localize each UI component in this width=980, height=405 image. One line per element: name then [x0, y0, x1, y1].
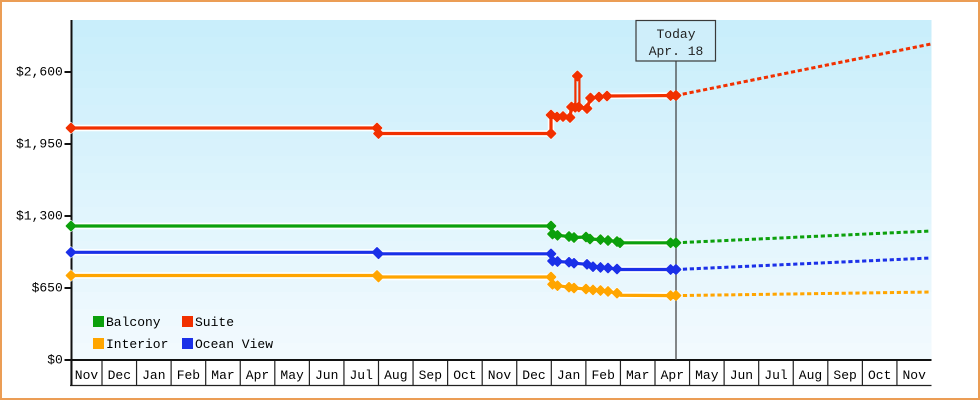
svg-text:Dec: Dec: [522, 368, 545, 383]
svg-text:Aug: Aug: [384, 368, 407, 383]
svg-text:$0: $0: [47, 353, 63, 368]
svg-text:Jul: Jul: [349, 368, 373, 383]
svg-text:Apr: Apr: [246, 368, 269, 383]
svg-text:Oct: Oct: [453, 368, 476, 383]
svg-text:Balcony: Balcony: [106, 315, 161, 330]
svg-text:Apr: Apr: [661, 368, 684, 383]
svg-text:$1,300: $1,300: [16, 209, 63, 224]
svg-text:Nov: Nov: [902, 368, 926, 383]
svg-text:Sep: Sep: [833, 368, 856, 383]
svg-text:May: May: [695, 368, 719, 383]
svg-text:Suite: Suite: [195, 315, 234, 330]
svg-text:Jun: Jun: [730, 368, 753, 383]
svg-text:Jan: Jan: [557, 368, 580, 383]
svg-text:Nov: Nov: [75, 368, 99, 383]
svg-text:May: May: [280, 368, 304, 383]
svg-text:$2,600: $2,600: [16, 65, 63, 80]
svg-text:Oct: Oct: [868, 368, 891, 383]
svg-text:$1,950: $1,950: [16, 137, 63, 152]
svg-text:Today: Today: [656, 27, 695, 42]
svg-text:$650: $650: [32, 281, 63, 296]
svg-text:Nov: Nov: [488, 368, 512, 383]
svg-text:Feb: Feb: [177, 368, 200, 383]
svg-text:Jun: Jun: [315, 368, 338, 383]
svg-text:Feb: Feb: [591, 368, 614, 383]
svg-text:Apr. 18: Apr. 18: [649, 44, 704, 59]
svg-text:Jul: Jul: [764, 368, 788, 383]
svg-text:Interior: Interior: [106, 337, 168, 352]
svg-text:Aug: Aug: [799, 368, 822, 383]
svg-text:Sep: Sep: [419, 368, 442, 383]
svg-text:Jan: Jan: [142, 368, 165, 383]
svg-text:Dec: Dec: [108, 368, 131, 383]
svg-text:Ocean View: Ocean View: [195, 337, 273, 352]
svg-text:Mar: Mar: [626, 368, 649, 383]
svg-text:Mar: Mar: [211, 368, 234, 383]
